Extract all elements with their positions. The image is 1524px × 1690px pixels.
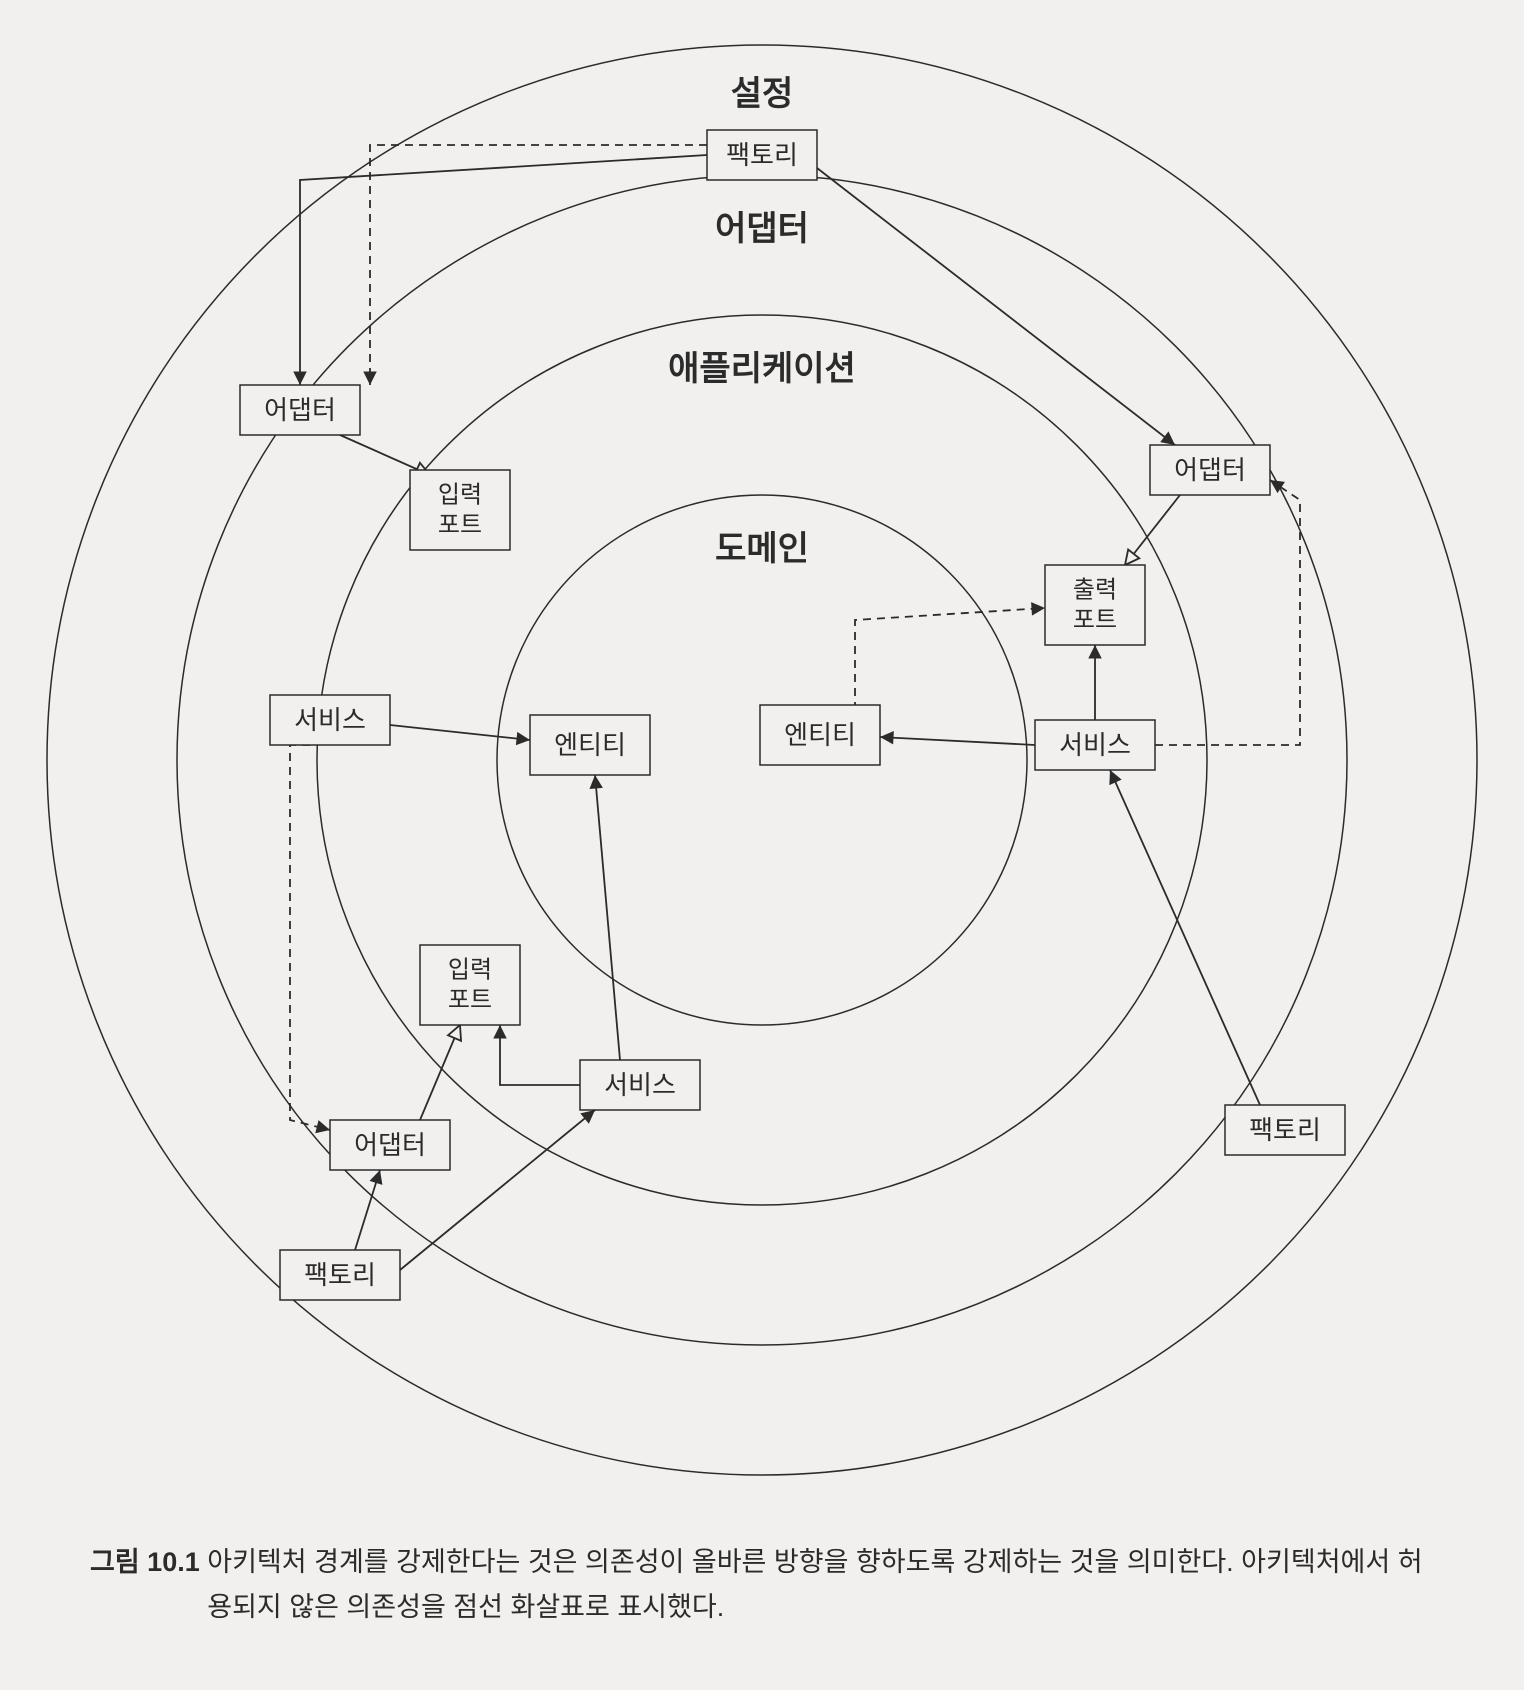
figure-number: 그림 10.1 [90, 1547, 200, 1577]
dependency-arrow [1110, 770, 1260, 1105]
ring-label: 애플리케이션 [668, 350, 856, 388]
figure-caption: 그림 10.1 아키텍처 경계를 강제한다는 것은 의존성이 올바른 방향을 향… [90, 1540, 1484, 1629]
dependency-arrow [880, 737, 1035, 745]
node-label: 엔티티 [554, 730, 626, 760]
page: 팩토리어댑터어댑터입력포트출력포트서비스엔티티엔티티서비스입력포트서비스어댑터팩… [0, 0, 1524, 1690]
node-label: 어댑터 [264, 395, 336, 425]
node-factory_bl: 팩토리 [280, 1250, 400, 1300]
node-adapter_bl: 어댑터 [330, 1120, 450, 1170]
architecture-diagram: 팩토리어댑터어댑터입력포트출력포트서비스엔티티엔티티서비스입력포트서비스어댑터팩… [0, 0, 1524, 1500]
dependency-arrow [300, 155, 707, 385]
forbidden-dependency-arrow [290, 745, 330, 1130]
node-service_r: 서비스 [1035, 720, 1155, 770]
node-label: 입력 [448, 956, 492, 983]
node-label: 포트 [438, 511, 482, 538]
node-label: 팩토리 [1249, 1115, 1321, 1145]
forbidden-dependency-arrow [1155, 480, 1300, 745]
node-label: 팩토리 [726, 140, 798, 170]
node-service_b: 서비스 [580, 1060, 700, 1110]
dependency-arrow [817, 168, 1175, 445]
caption-line-1: 아키텍처 경계를 강제한다는 것은 의존성이 올바른 방향을 향하도록 강제하는… [207, 1547, 1422, 1577]
dependency-arrow [420, 1025, 460, 1120]
ring-label: 어댑터 [715, 210, 809, 248]
node-label: 엔티티 [784, 720, 856, 750]
dependency-arrow [340, 435, 430, 475]
node-label: 출력 [1073, 576, 1117, 603]
node-inport_tl: 입력포트 [410, 470, 510, 550]
node-label: 포트 [448, 986, 492, 1013]
caption-line-2: 용되지 않은 의존성을 점선 화살표로 표시했다. [207, 1592, 724, 1622]
node-label: 서비스 [1059, 730, 1131, 760]
node-entity_l: 엔티티 [530, 715, 650, 775]
node-entity_r: 엔티티 [760, 705, 880, 765]
node-label: 서비스 [294, 705, 366, 735]
node-adapter_tr: 어댑터 [1150, 445, 1270, 495]
node-label: 서비스 [604, 1070, 676, 1100]
node-label: 입력 [438, 481, 482, 508]
forbidden-dependency-arrow [370, 145, 707, 385]
node-service_l: 서비스 [270, 695, 390, 745]
node-label: 어댑터 [354, 1130, 426, 1160]
dependency-arrow [355, 1170, 380, 1250]
node-factory_br: 팩토리 [1225, 1105, 1345, 1155]
forbidden-dependency-arrow [855, 608, 1045, 710]
node-label: 어댑터 [1174, 455, 1246, 485]
dependency-arrow [1125, 495, 1180, 565]
ring-label: 설정 [731, 75, 794, 113]
node-outport_r: 출력포트 [1045, 565, 1145, 645]
node-label: 팩토리 [304, 1260, 376, 1290]
node-label: 포트 [1073, 606, 1117, 633]
dependency-arrow [595, 775, 620, 1060]
node-inport_bl: 입력포트 [420, 945, 520, 1025]
ring-label: 도메인 [715, 530, 809, 568]
dependency-arrow [500, 1025, 580, 1085]
dependency-arrow [390, 725, 530, 740]
node-adapter_tl: 어댑터 [240, 385, 360, 435]
node-factory_top: 팩토리 [707, 130, 817, 180]
